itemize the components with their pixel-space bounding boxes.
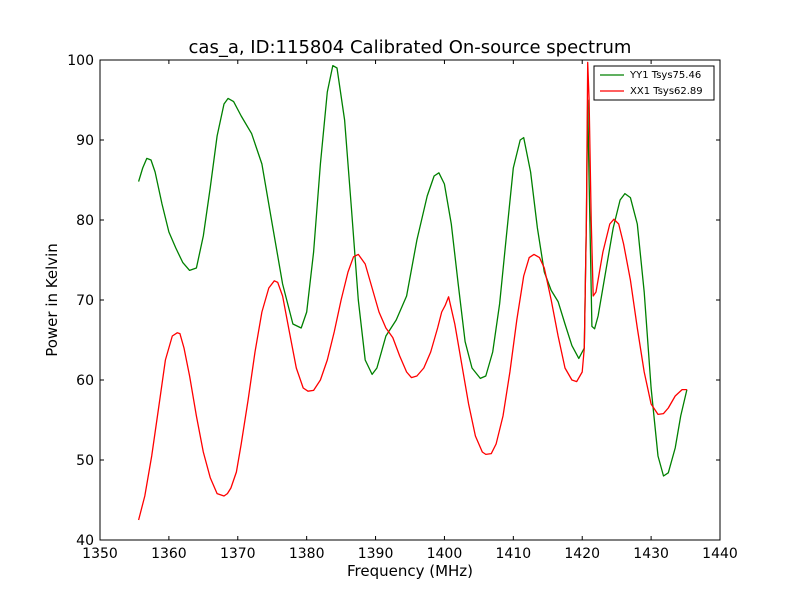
series-layer	[137, 61, 688, 521]
x-tick-label: 1360	[151, 546, 187, 562]
legend: YY1 Tsys75.46 XX1 Tsys62.89	[593, 65, 715, 101]
x-tick-label: 1410	[496, 546, 532, 562]
x-tick-label: 1380	[289, 546, 325, 562]
x-tick-label: 1420	[564, 546, 600, 562]
y-tick-label: 70	[76, 293, 94, 309]
y-tick-label: 80	[76, 213, 94, 229]
y-axis-label: Power in Kelvin	[43, 243, 61, 357]
x-axis-label: Frequency (MHz)	[347, 562, 473, 580]
series-line-yy1	[137, 64, 688, 477]
x-tick-label: 1400	[427, 546, 463, 562]
y-tick-label: 40	[76, 533, 94, 549]
y-tick-label: 100	[67, 53, 94, 69]
x-tick-label: 1430	[633, 546, 669, 562]
legend-box	[593, 65, 715, 101]
y-tick-label: 90	[76, 133, 94, 149]
legend-label-xx1: XX1 Tsys62.89	[630, 86, 703, 97]
y-tick-label: 60	[76, 373, 94, 389]
x-tick-label: 1350	[82, 546, 118, 562]
x-tick-label: 1390	[358, 546, 394, 562]
y-tick-label: 50	[76, 453, 94, 469]
x-tick-label: 1440	[702, 546, 738, 562]
chart-title: cas_a, ID:115804 Calibrated On-source sp…	[189, 37, 632, 58]
x-tick-label: 1370	[220, 546, 256, 562]
legend-label-yy1: YY1 Tsys75.46	[629, 70, 701, 81]
ticks-layer: 1350 1360 1370 1380 1390 1400 1410 1420 1430 1440…	[67, 53, 738, 562]
series-line-xx1	[137, 61, 687, 521]
